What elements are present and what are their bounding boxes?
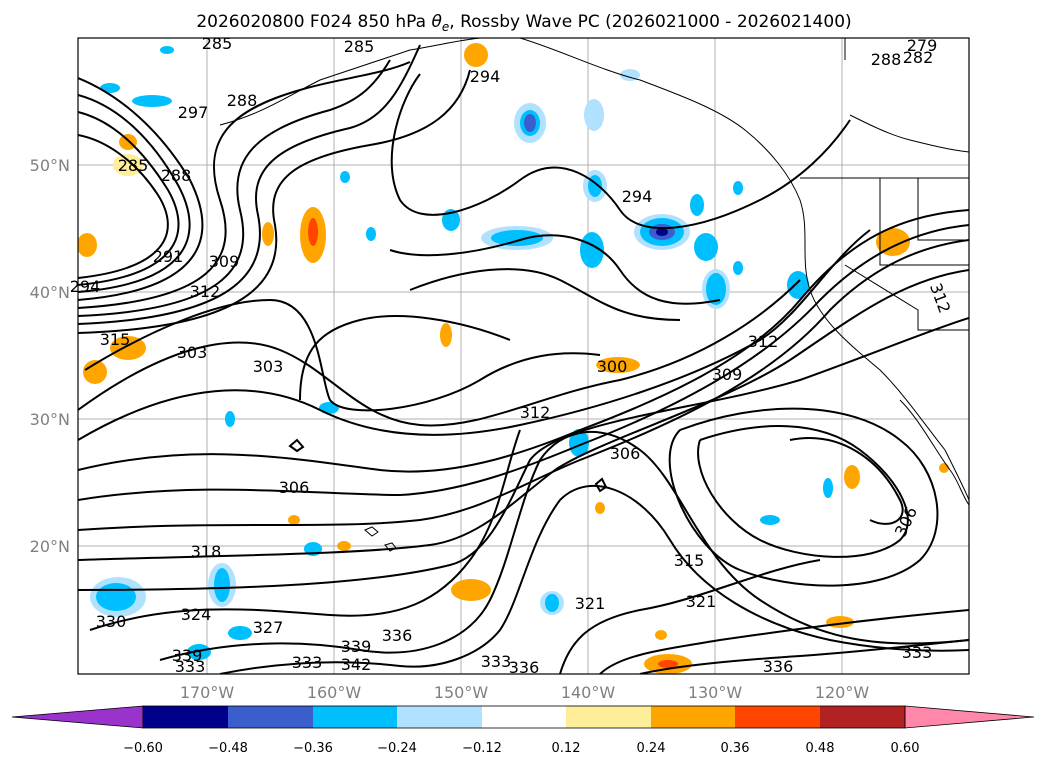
- contour-label: 303: [177, 343, 208, 362]
- colorbar-tick-label: 0.60: [891, 741, 920, 756]
- contour-label: 339: [172, 646, 203, 665]
- colorbar-segment: [313, 706, 397, 728]
- x-tick-label: 170°W: [180, 683, 235, 702]
- x-axis: 170°W 160°W 150°W 140°W 130°W 120°W: [180, 683, 870, 702]
- colorbar-segment: [228, 706, 313, 728]
- map-border: [77, 37, 970, 675]
- x-tick-label: 160°W: [307, 683, 362, 702]
- contour-label: 285: [118, 156, 149, 175]
- colorbar-tick-label: −0.12: [462, 741, 502, 756]
- contour-label: 324: [181, 605, 212, 624]
- contour-label: 315: [100, 330, 131, 349]
- x-tick-label: 140°W: [561, 683, 616, 702]
- contour-label: 306: [610, 444, 641, 463]
- x-tick-label: 120°W: [815, 683, 870, 702]
- contour-label: 297: [178, 103, 209, 122]
- colorbar-tick-label: −0.24: [377, 741, 417, 756]
- contour-label: 291: [153, 247, 184, 266]
- contour-label: 342: [341, 655, 372, 674]
- colorbar-frame: [142, 705, 906, 729]
- contour-label: 288: [161, 166, 192, 185]
- contour-label: 315: [674, 551, 705, 570]
- contour-label: 318: [191, 542, 222, 561]
- contour-label: 303: [253, 357, 284, 376]
- y-tick-label: 30°N: [30, 410, 70, 429]
- colorbar-arrow-left: [11, 705, 144, 729]
- contour-label: 321: [686, 592, 717, 611]
- contour-label: 333: [292, 653, 323, 672]
- contour-label: 309: [209, 252, 240, 271]
- contour-label: 336: [763, 657, 794, 676]
- contour-label: 309: [712, 365, 743, 384]
- contour-label: 294: [622, 187, 653, 206]
- colorbar: −0.60 −0.48 −0.36 −0.24 −0.12 0.12 0.24 …: [11, 705, 1035, 756]
- colorbar-tick-label: −0.60: [123, 741, 163, 756]
- chart-title: 2026020800 F024 850 hPa θe, Rossby Wave …: [196, 12, 851, 34]
- colorbar-segment: [482, 706, 566, 728]
- colorbar-tick-label: 0.24: [637, 741, 666, 756]
- contour-label: 294: [470, 67, 501, 86]
- colorbar-arrow-right: [904, 705, 1035, 729]
- colorbar-tick-label: 0.36: [721, 741, 750, 756]
- contour-label: 336: [382, 626, 413, 645]
- contour-label: 312: [520, 403, 551, 422]
- contour-label: 330: [96, 612, 127, 631]
- contour-label: 333: [481, 652, 512, 671]
- y-tick-label: 50°N: [30, 156, 70, 175]
- contour-label: 285: [344, 37, 375, 56]
- colorbar-segment: [651, 706, 735, 728]
- contour-label: 300: [597, 357, 628, 376]
- contour-label: 306: [279, 478, 310, 497]
- x-tick-label: 130°W: [688, 683, 743, 702]
- y-axis: 50°N 40°N 30°N 20°N: [30, 156, 70, 556]
- colorbar-segment: [143, 706, 228, 728]
- colorbar-tick-label: 0.12: [552, 741, 581, 756]
- contour-label: 339: [341, 637, 372, 656]
- contour-label: 288: [871, 50, 902, 69]
- x-tick-label: 150°W: [434, 683, 489, 702]
- contour-label: 321: [575, 594, 606, 613]
- contour-label: 285: [202, 34, 233, 53]
- coastlines: [219, 38, 969, 552]
- contour-labels: 285 285 294 279 288 282 297 288 285 288 …: [70, 34, 955, 677]
- contour-label: 327: [253, 618, 284, 637]
- contour-label: 288: [227, 91, 258, 110]
- contour-label: 333: [175, 657, 206, 676]
- contour-label: 279: [907, 36, 938, 55]
- colorbar-segment: [735, 706, 820, 728]
- contour-label: 312: [748, 332, 779, 351]
- contour-label: 336: [509, 658, 540, 677]
- contour-label: 333: [902, 643, 933, 662]
- colorbar-tick-label: 0.48: [806, 741, 835, 756]
- contour-label: 312: [190, 282, 221, 301]
- colorbar-segment: [566, 706, 651, 728]
- colorbar-tick-label: −0.48: [208, 741, 248, 756]
- contour-label: 294: [70, 277, 101, 296]
- colorbar-tick-label: −0.36: [293, 741, 333, 756]
- colorbar-segment: [397, 706, 482, 728]
- y-tick-label: 20°N: [30, 537, 70, 556]
- y-tick-label: 40°N: [30, 283, 70, 302]
- theta-e-contours: [78, 44, 969, 674]
- colorbar-segment: [820, 706, 905, 728]
- contour-label: 282: [903, 48, 934, 67]
